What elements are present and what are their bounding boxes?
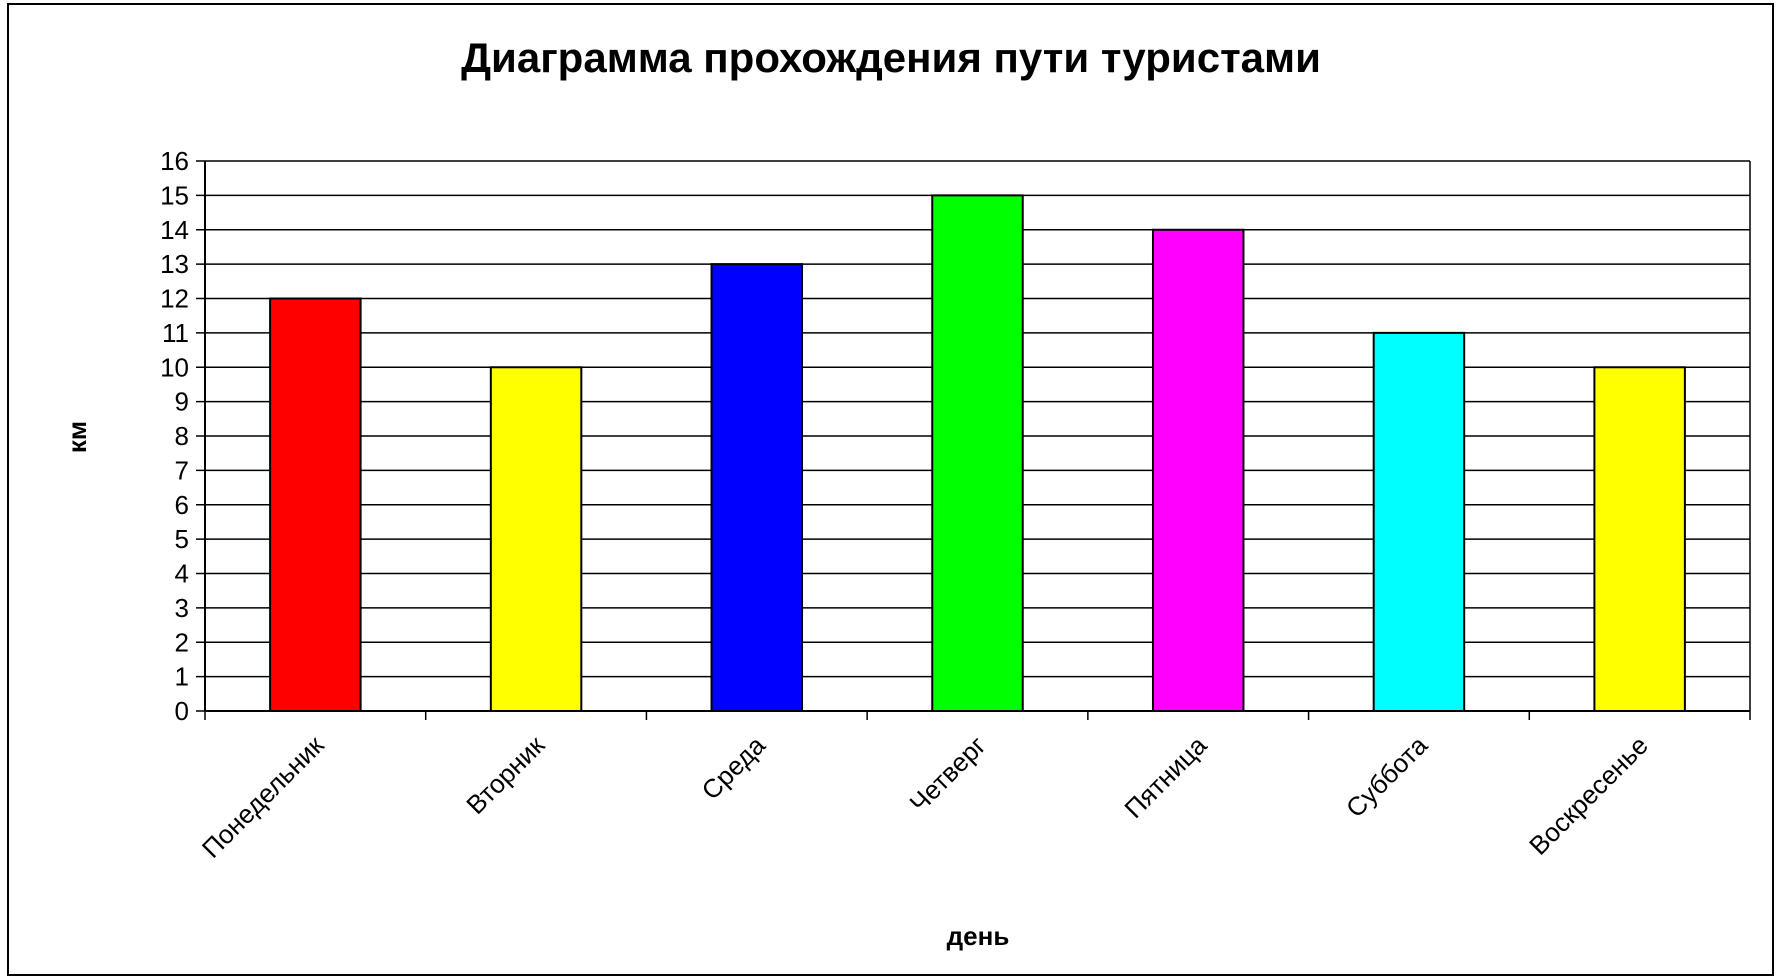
y-tick-label: 9	[175, 387, 189, 417]
x-axis-title: день	[947, 921, 1010, 951]
bar-3	[710, 263, 804, 712]
bar-7	[1593, 366, 1686, 712]
chart-title: Диаграмма прохождения пути туристами	[461, 34, 1321, 81]
y-tick-label: 3	[175, 593, 189, 623]
y-tick-label: 6	[175, 490, 189, 520]
y-tick-label: 11	[162, 318, 189, 348]
y-tick-label: 15	[160, 180, 189, 210]
y-tick-label: 10	[160, 352, 189, 382]
bars	[269, 194, 1686, 712]
bar-2	[489, 366, 583, 712]
y-tick-label: 0	[175, 696, 189, 726]
y-tick-label: 4	[175, 559, 189, 589]
y-tick-label: 13	[160, 249, 189, 279]
y-tick-label: 14	[160, 215, 189, 245]
y-tick-label: 2	[175, 627, 189, 657]
y-tick-label: 1	[175, 662, 189, 692]
y-tick-label: 8	[175, 421, 189, 451]
bar-4	[931, 194, 1024, 712]
y-axis-title: км	[62, 421, 92, 453]
bar-5	[1151, 228, 1245, 712]
axes	[196, 160, 1751, 720]
bar-6	[1372, 331, 1466, 712]
y-tick-label: 12	[160, 284, 189, 314]
bar-1	[269, 297, 362, 712]
y-tick-label: 5	[175, 524, 189, 554]
y-tick-label: 16	[160, 146, 189, 176]
y-tick-label: 7	[175, 455, 189, 485]
